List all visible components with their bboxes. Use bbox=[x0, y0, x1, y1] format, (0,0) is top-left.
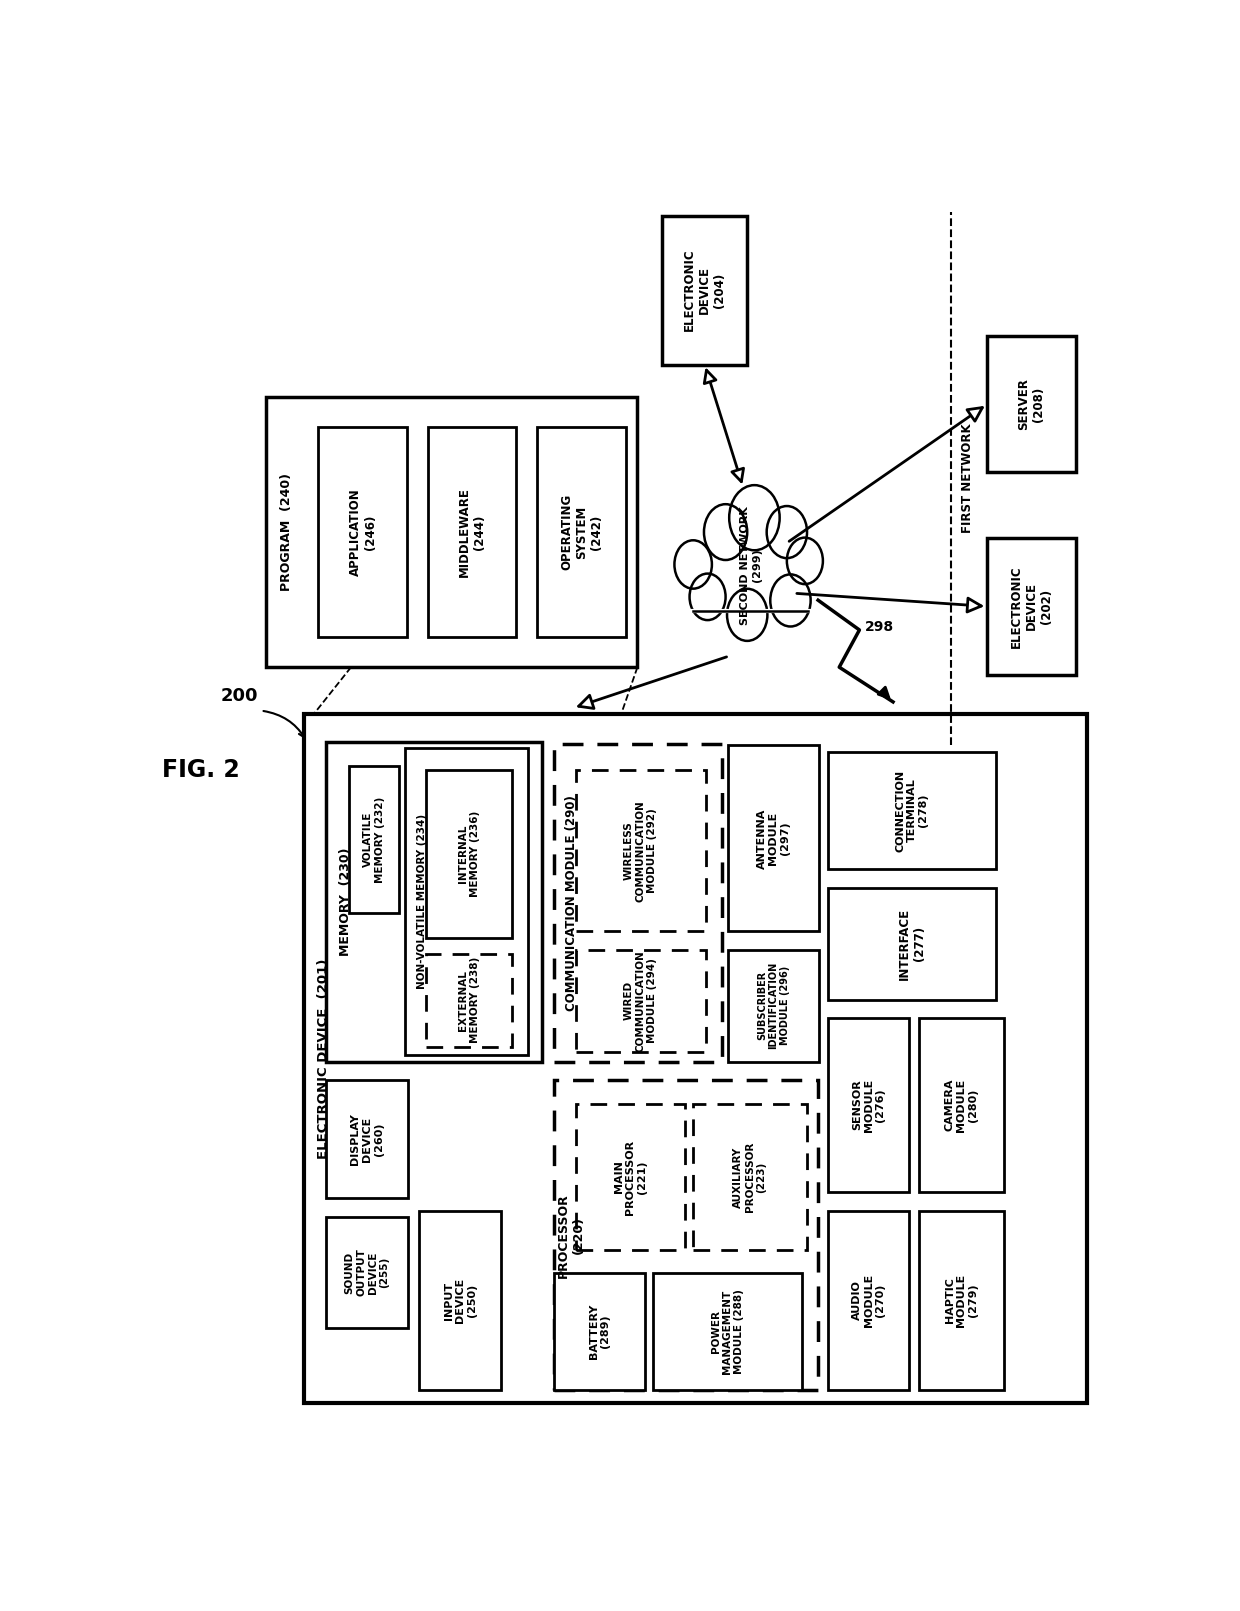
Bar bbox=[662, 216, 746, 364]
Bar bbox=[319, 427, 407, 638]
Text: AUDIO
MODULE
(270): AUDIO MODULE (270) bbox=[852, 1274, 885, 1327]
Text: VOLATILE
MEMORY (232): VOLATILE MEMORY (232) bbox=[363, 796, 384, 883]
Circle shape bbox=[770, 575, 811, 627]
Bar bbox=[828, 888, 996, 999]
Bar bbox=[537, 427, 626, 638]
Text: 200: 200 bbox=[221, 686, 258, 704]
Bar bbox=[326, 1081, 408, 1199]
Text: SENSOR
MODULE
(276): SENSOR MODULE (276) bbox=[852, 1078, 885, 1131]
Text: SUBSCRIBER
IDENTIFICATION
MODULE (296): SUBSCRIBER IDENTIFICATION MODULE (296) bbox=[756, 962, 790, 1049]
Bar bbox=[728, 950, 820, 1062]
Bar bbox=[919, 1210, 1003, 1390]
Bar bbox=[350, 767, 399, 913]
Circle shape bbox=[766, 506, 807, 557]
Text: CAMERA
MODULE
(280): CAMERA MODULE (280) bbox=[945, 1078, 978, 1131]
Bar bbox=[427, 770, 512, 938]
Bar bbox=[554, 1273, 645, 1390]
Text: ELECTRONIC DEVICE  (201): ELECTRONIC DEVICE (201) bbox=[316, 959, 330, 1158]
Bar bbox=[575, 770, 706, 931]
Circle shape bbox=[727, 588, 768, 641]
Text: MIDDLEWARE
(244): MIDDLEWARE (244) bbox=[458, 487, 486, 577]
Text: OPERATING
SYSTEM
(242): OPERATING SYSTEM (242) bbox=[560, 495, 603, 570]
Text: DISPLAY
DEVICE
(260): DISPLAY DEVICE (260) bbox=[351, 1113, 383, 1165]
Bar bbox=[326, 1216, 408, 1329]
Bar bbox=[326, 741, 542, 1062]
Bar bbox=[919, 1018, 1003, 1192]
Circle shape bbox=[787, 538, 823, 585]
Bar bbox=[987, 538, 1075, 675]
Circle shape bbox=[704, 504, 748, 561]
Bar bbox=[554, 744, 722, 1062]
Bar bbox=[265, 396, 637, 667]
Text: HAPTIC
MODULE
(279): HAPTIC MODULE (279) bbox=[945, 1274, 978, 1327]
Text: WIRELESS
COMMUNICATION
MODULE (292): WIRELESS COMMUNICATION MODULE (292) bbox=[624, 801, 657, 902]
Bar bbox=[828, 1018, 909, 1192]
Text: INTERFACE
(277): INTERFACE (277) bbox=[898, 907, 926, 979]
Bar bbox=[404, 748, 528, 1055]
Text: PROCESSOR
(220): PROCESSOR (220) bbox=[557, 1192, 585, 1278]
Text: SECOND NETWORK
(299): SECOND NETWORK (299) bbox=[740, 506, 761, 625]
Bar bbox=[987, 337, 1075, 472]
Text: BATTERY
(289): BATTERY (289) bbox=[589, 1303, 610, 1360]
Bar bbox=[304, 714, 1087, 1403]
Circle shape bbox=[675, 540, 712, 588]
Text: ELECTRONIC
DEVICE
(204): ELECTRONIC DEVICE (204) bbox=[683, 248, 727, 332]
Text: FIG. 2: FIG. 2 bbox=[162, 759, 241, 781]
Text: 298: 298 bbox=[866, 620, 894, 635]
Text: INPUT
DEVICE
(250): INPUT DEVICE (250) bbox=[444, 1278, 476, 1323]
Text: WIRED
COMMUNICATION
MODULE (294): WIRED COMMUNICATION MODULE (294) bbox=[624, 950, 657, 1052]
Bar bbox=[728, 746, 820, 931]
Text: COMMUNICATION MODULE (290): COMMUNICATION MODULE (290) bbox=[564, 794, 578, 1010]
Text: PROGRAM  (240): PROGRAM (240) bbox=[280, 474, 293, 591]
Ellipse shape bbox=[693, 517, 808, 625]
Text: MAIN
PROCESSOR
(221): MAIN PROCESSOR (221) bbox=[614, 1139, 647, 1215]
Circle shape bbox=[689, 574, 725, 620]
Text: CONNECTION
TERMINAL
(278): CONNECTION TERMINAL (278) bbox=[895, 770, 929, 852]
Bar bbox=[693, 1104, 806, 1250]
Text: APPLICATION
(246): APPLICATION (246) bbox=[348, 488, 377, 575]
Text: INTERNAL
MEMORY (236): INTERNAL MEMORY (236) bbox=[459, 810, 480, 897]
Bar bbox=[575, 1104, 684, 1250]
Text: MEMORY  (230): MEMORY (230) bbox=[339, 847, 352, 955]
Bar bbox=[828, 751, 996, 870]
Bar bbox=[652, 1273, 802, 1390]
Bar bbox=[828, 1210, 909, 1390]
Text: POWER
MANAGEMENT
MODULE (288): POWER MANAGEMENT MODULE (288) bbox=[711, 1289, 744, 1374]
Text: ELECTRONIC
DEVICE
(202): ELECTRONIC DEVICE (202) bbox=[1009, 565, 1053, 648]
Text: FIRST NETWORK: FIRST NETWORK bbox=[961, 424, 973, 533]
Bar bbox=[428, 427, 516, 638]
Bar bbox=[554, 1081, 818, 1390]
Text: AUXILIARY
PROCESSOR
(223): AUXILIARY PROCESSOR (223) bbox=[733, 1142, 766, 1211]
Text: SOUND
OUTPUT
DEVICE
(255): SOUND OUTPUT DEVICE (255) bbox=[345, 1249, 389, 1297]
Text: ANTENNA
MODULE
(297): ANTENNA MODULE (297) bbox=[756, 809, 790, 868]
Bar bbox=[427, 954, 512, 1047]
Bar bbox=[575, 950, 706, 1052]
Text: SERVER
(208): SERVER (208) bbox=[1018, 379, 1045, 430]
Text: EXTERNAL
MEMORY (238): EXTERNAL MEMORY (238) bbox=[459, 957, 480, 1044]
Text: NON-VOLATILE MEMORY (234): NON-VOLATILE MEMORY (234) bbox=[417, 814, 427, 989]
Circle shape bbox=[729, 485, 780, 551]
Bar bbox=[419, 1210, 501, 1390]
